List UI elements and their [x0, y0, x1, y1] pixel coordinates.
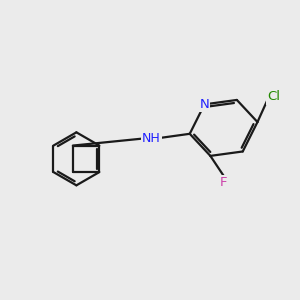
Text: NH: NH — [142, 132, 161, 145]
Text: NH: NH — [142, 132, 161, 145]
Text: N: N — [200, 98, 209, 111]
Text: F: F — [220, 176, 227, 189]
Text: F: F — [220, 176, 227, 189]
Text: Cl: Cl — [267, 91, 280, 103]
Text: Cl: Cl — [267, 91, 280, 103]
